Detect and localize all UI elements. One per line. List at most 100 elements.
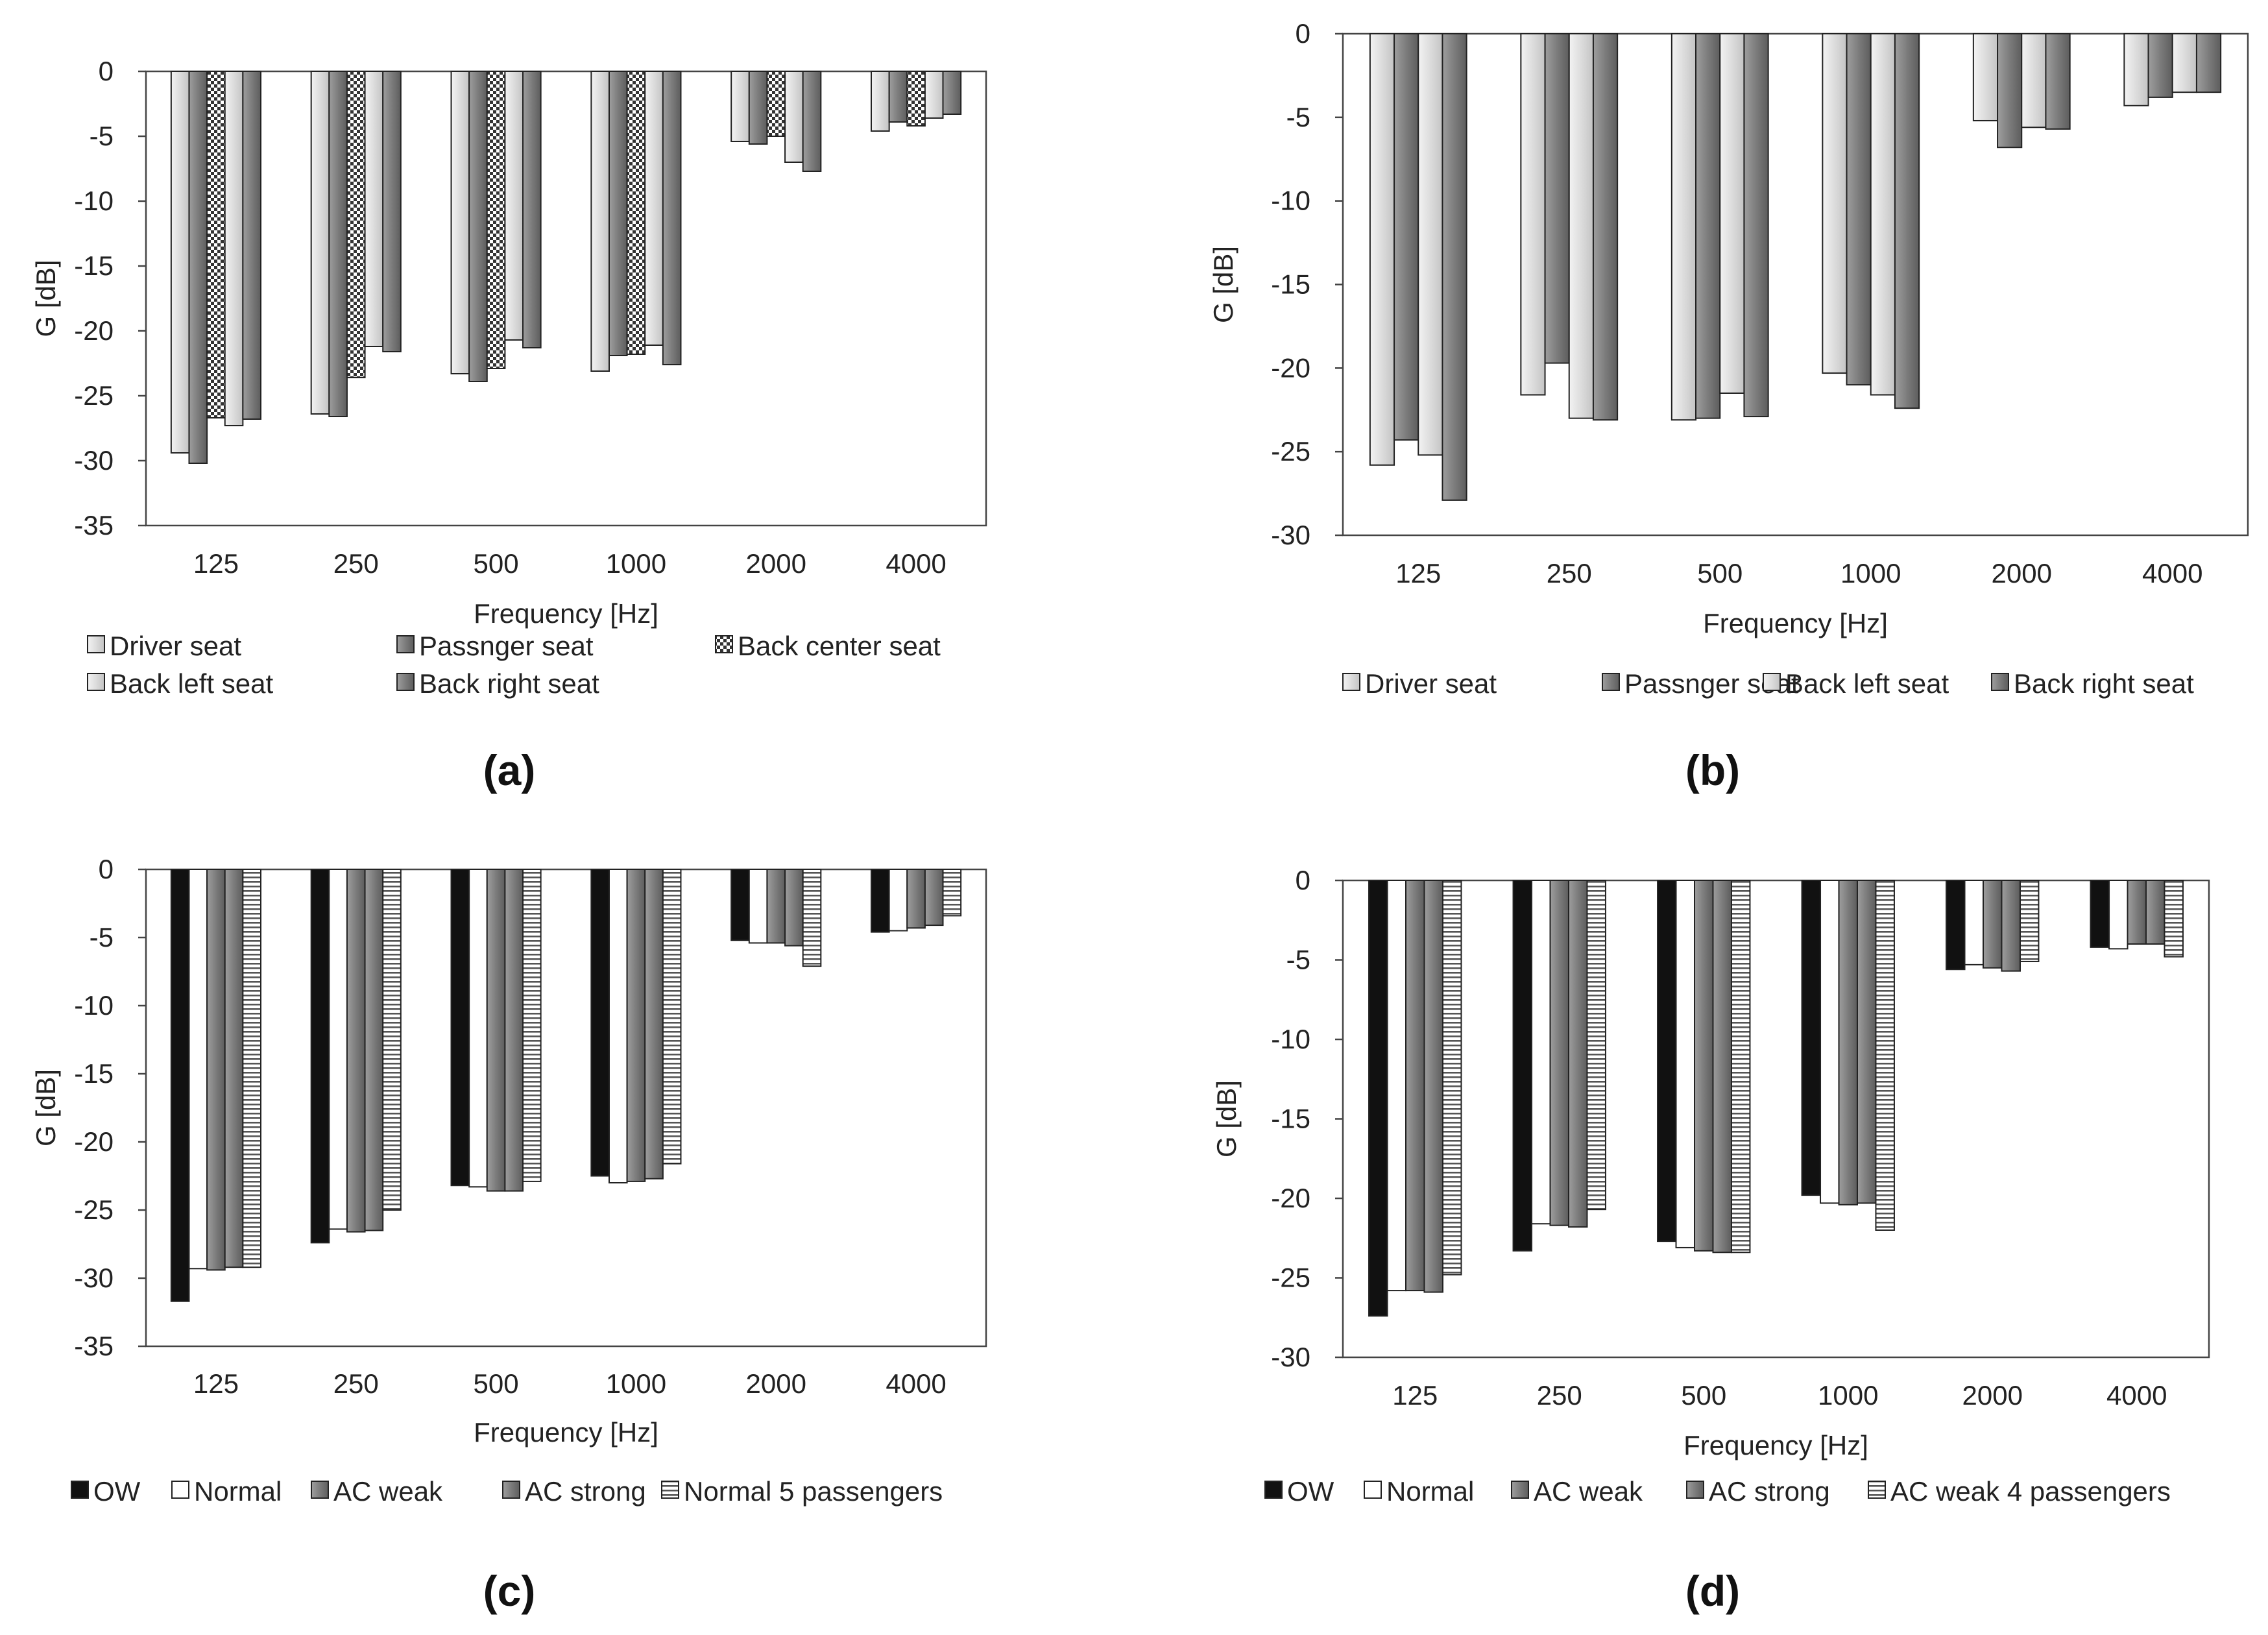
bar-passnger-seat-500 [1695,33,1721,419]
plot-area [1342,879,2210,1359]
x-tick-label: 250 [333,1368,379,1399]
bar-ac-weak-2000 [766,869,786,944]
x-tick-label: 125 [1395,558,1441,588]
bar-ow-2000 [730,869,750,941]
bar-driver-seat-250 [310,71,330,415]
y-axis-label: G [dB] [30,260,61,337]
bar-ac-strong-2000 [2001,880,2021,972]
bar-ac-weak-4-passengers-1000 [1875,880,1895,1231]
bar-driver-seat-1000 [590,71,610,372]
legend-entry: OW [1287,1476,1334,1507]
panel-label: (b) [1685,746,1740,794]
bar-normal-5-passengers-2000 [802,869,822,967]
legend-swatch [171,1481,189,1499]
bar-back-right-seat-250 [1592,33,1619,421]
legend-swatch [1342,673,1360,691]
plot-area [1342,32,2249,537]
y-tick-label: -25 [1271,436,1310,466]
y-tick-label: -20 [1271,1183,1310,1213]
bar-ow-2000 [1946,880,1966,971]
bar-passnger-seat-250 [328,71,348,417]
x-tick-label: 500 [474,548,519,579]
bar-ac-weak-4-passengers-250 [1586,880,1606,1211]
bar-normal-5-passengers-500 [522,869,542,1182]
y-axis-label: G [dB] [1211,1080,1242,1157]
bar-back-left-seat-1000 [1870,33,1896,396]
y-tick-label: -20 [1271,352,1310,383]
bar-normal-5-passengers-125 [242,869,261,1268]
legend-swatch [1364,1481,1382,1499]
x-axis-label: Frequency [Hz] [1683,1430,1868,1460]
legend-swatch [502,1481,520,1499]
x-axis-label: Frequency [Hz] [474,598,658,629]
legend-entry: Back left seat [1785,668,1949,699]
y-tick-label: -10 [74,990,114,1021]
bar-passnger-seat-4000 [2147,33,2173,98]
bar-passnger-seat-125 [188,71,208,464]
bar-normal-250 [1531,880,1551,1225]
y-tick-label: -15 [74,1058,114,1089]
panel-label: (d) [1685,1567,1740,1615]
bar-ow-250 [1512,880,1533,1252]
bar-back-right-seat-2000 [2045,33,2071,130]
panel-label: (a) [483,746,536,794]
bar-normal-250 [328,869,348,1230]
bar-driver-seat-125 [170,71,190,454]
bar-passnger-seat-1000 [608,71,628,356]
x-tick-label: 4000 [886,1368,946,1399]
x-tick-label: 2000 [1962,1380,2023,1411]
bar-ac-strong-1000 [644,869,664,1180]
bar-back-left-seat-1000 [644,71,664,346]
y-tick-label: -30 [74,1263,114,1293]
x-tick-label: 1000 [1840,558,1901,588]
bar-passnger-seat-500 [468,71,488,382]
legend-swatch [311,1481,329,1499]
bar-ow-500 [1657,880,1677,1242]
bar-back-center-seat-250 [346,71,366,378]
legend-swatch [396,673,415,691]
bar-ac-weak-500 [1694,880,1714,1252]
bar-back-left-seat-125 [1418,33,1443,456]
bar-ow-1000 [590,869,610,1177]
y-tick-label: -25 [74,1194,114,1225]
y-tick-label: -5 [1286,102,1310,132]
bar-ac-weak-250 [346,869,366,1233]
y-tick-label: 0 [1296,865,1310,895]
legend-swatch [71,1481,89,1499]
legend-entry: Normal [194,1476,282,1507]
bar-driver-seat-1000 [1822,33,1848,374]
x-tick-label: 1000 [606,548,666,579]
legend-entry: AC weak 4 passengers [1890,1476,2171,1507]
x-tick-label: 4000 [886,548,946,579]
legend-swatch [1511,1481,1529,1499]
chart-panel-a: 0 -5 -10 -15 -20 -25 -30 -35 G [dB] 125 250 500 1000… [30,56,987,794]
bar-ow-500 [450,869,470,1187]
legend-entry: AC strong [525,1476,646,1507]
bar-normal-125 [188,869,208,1270]
legend: OW Normal AC weak AC strong Normal 5 passeng… [71,1476,943,1507]
bar-ow-4000 [2090,880,2110,948]
bar-driver-seat-500 [1671,33,1697,421]
bar-ac-weak-4000 [2127,880,2147,945]
chart-panel-d: 0 -5 -10 -15 -20 -25 -30 G [dB] 125 250 500 1000 200… [1211,865,2210,1615]
bar-ac-strong-500 [1712,880,1732,1254]
bar-ac-weak-4-passengers-4000 [2164,880,2184,958]
bar-ac-weak-1000 [626,869,646,1182]
x-tick-label: 2000 [1992,558,2052,588]
bar-back-center-seat-1000 [626,71,646,355]
bar-driver-seat-125 [1369,33,1395,466]
bar-ac-strong-125 [224,869,244,1268]
x-tick-label: 4000 [2142,558,2202,588]
x-tick-label: 500 [1697,558,1743,588]
bar-back-right-seat-1000 [662,71,682,365]
y-tick-label: -15 [1271,1104,1310,1134]
x-tick-label: 125 [193,548,239,579]
bar-driver-seat-2000 [1972,33,1999,121]
legend-entry: Back right seat [2014,668,2194,699]
legend-swatch [1686,1481,1704,1499]
bar-normal-2000 [1964,880,1984,965]
bar-ow-1000 [1801,880,1822,1196]
bar-back-center-seat-500 [486,71,506,369]
